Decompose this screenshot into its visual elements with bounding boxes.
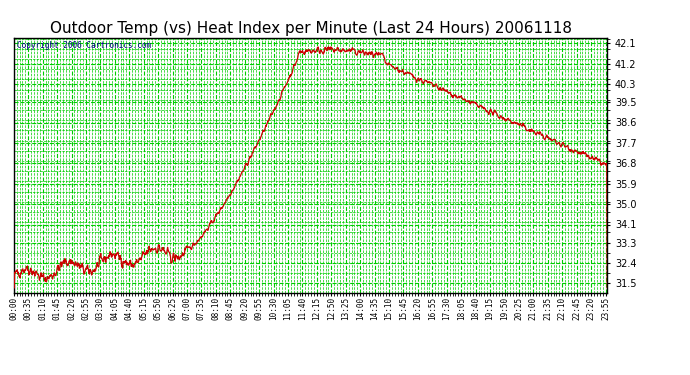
Text: Copyright 2006 Cartronics.com: Copyright 2006 Cartronics.com xyxy=(17,41,151,50)
Title: Outdoor Temp (vs) Heat Index per Minute (Last 24 Hours) 20061118: Outdoor Temp (vs) Heat Index per Minute … xyxy=(50,21,571,36)
